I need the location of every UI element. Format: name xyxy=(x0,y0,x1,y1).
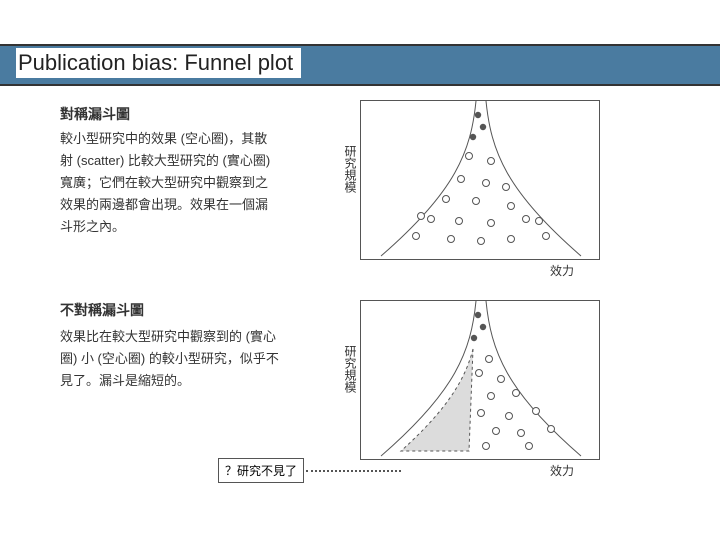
chart1-svg xyxy=(361,101,601,261)
missing-studies-callout: ？研究不見了 xyxy=(218,458,304,483)
panel2-body: 效果比在較大型研究中觀察到的 (實心圈) 小 (空心圈) 的較小型研究，似乎不見… xyxy=(60,326,280,392)
chart2-ylabel: 研究規模 xyxy=(342,345,359,393)
chart1-xlabel: 效力 xyxy=(550,262,574,279)
chart2-svg xyxy=(361,301,601,461)
page-title: Publication bias: Funnel plot xyxy=(16,48,301,78)
chart1-ylabel: 研究規模 xyxy=(342,145,359,193)
callout-connector xyxy=(306,470,401,472)
funnel-chart-asymmetric xyxy=(360,300,600,460)
panel1-body: 較小型研究中的效果 (空心圈)，其散射 (scatter) 比較大型研究的 (實… xyxy=(60,128,280,238)
chart2-xlabel: 效力 xyxy=(550,462,574,479)
panel2-subtitle: 不對稱漏斗圖 xyxy=(60,300,144,320)
funnel-chart-symmetric xyxy=(360,100,600,260)
panel1-subtitle: 對稱漏斗圖 xyxy=(60,104,130,124)
